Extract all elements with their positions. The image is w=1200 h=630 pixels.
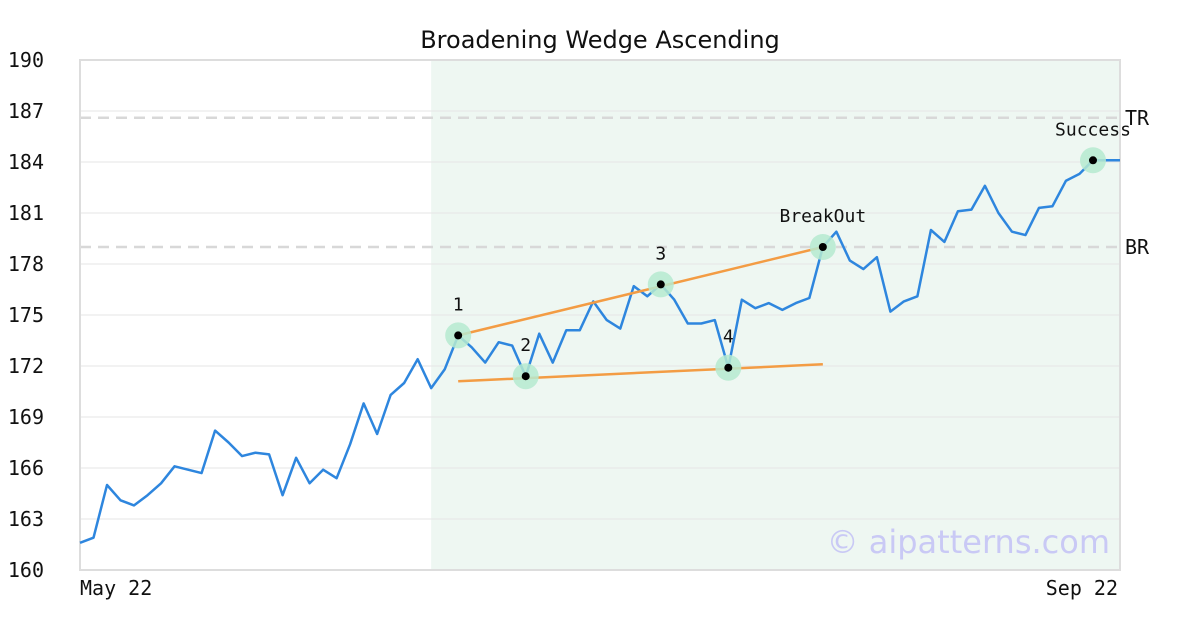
x-tick-label-start: May 22 xyxy=(80,576,152,600)
point-success xyxy=(1088,156,1097,165)
pattern-points: 1 2 3 4 BreakOut Success xyxy=(445,119,1131,390)
y-axis-ticks: 160 163 166 169 172 175 178 181 184 187 190 xyxy=(8,48,44,582)
level-label-tr: TR xyxy=(1125,106,1150,130)
point-label-3: 3 xyxy=(655,243,666,264)
y-tick-label: 160 xyxy=(8,558,44,582)
point-breakout xyxy=(818,243,827,251)
y-tick-label: 169 xyxy=(8,405,44,429)
point-label-breakout: BreakOut xyxy=(780,206,867,227)
watermark: © aipatterns.com xyxy=(827,523,1110,561)
x-tick-label-end: Sep 22 xyxy=(1046,576,1118,600)
y-tick-label: 181 xyxy=(8,201,44,225)
y-tick-label: 163 xyxy=(8,507,44,531)
point-label-2: 2 xyxy=(520,335,531,356)
point-label-1: 1 xyxy=(453,294,464,315)
y-tick-label: 175 xyxy=(8,303,44,327)
y-tick-label: 166 xyxy=(8,456,44,480)
level-label-br: BR xyxy=(1125,235,1150,259)
point-label-4: 4 xyxy=(723,327,734,348)
y-tick-label: 190 xyxy=(8,48,44,72)
point-4 xyxy=(724,363,733,372)
plot-frame xyxy=(79,59,1121,571)
level-lines: TR BR xyxy=(80,106,1150,259)
price-line xyxy=(79,159,1120,544)
point-2 xyxy=(521,372,530,381)
y-tick-label: 184 xyxy=(8,150,44,174)
point-1 xyxy=(454,331,463,340)
point-label-success: Success xyxy=(1055,119,1131,140)
y-tick-label: 187 xyxy=(8,99,44,123)
y-tick-label: 172 xyxy=(8,354,44,378)
trendline xyxy=(457,245,824,337)
chart-title: Broadening Wedge Ascending xyxy=(420,26,780,54)
point-3 xyxy=(656,280,665,289)
y-tick-label: 178 xyxy=(8,252,44,276)
